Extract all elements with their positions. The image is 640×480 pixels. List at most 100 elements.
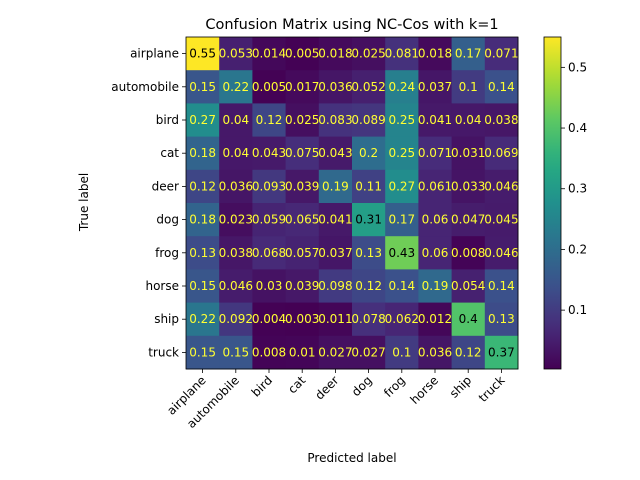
heatmap-cell	[285, 103, 320, 138]
heatmap-cell	[352, 37, 386, 71]
heatmap-cell	[385, 103, 419, 138]
heatmap-cell	[385, 37, 419, 71]
heatmap-cell	[484, 37, 519, 71]
cell-value-label: 0.25	[388, 113, 415, 127]
cell-value-label: 0.065	[285, 213, 319, 227]
heatmap-cell	[186, 335, 220, 370]
heatmap-cell	[352, 169, 386, 204]
heatmap-cell	[318, 302, 353, 337]
heatmap-cell	[252, 37, 287, 71]
cell-value-label: 0.12	[355, 279, 382, 293]
heatmap-cell	[418, 269, 453, 304]
heatmap-cell	[186, 136, 220, 171]
cell-value-label: 0.037	[318, 246, 352, 260]
heatmap-cell	[484, 70, 519, 104]
cell-value-label: 0.061	[418, 179, 452, 193]
cell-value-label: 0.14	[488, 80, 515, 94]
heatmap-cell	[252, 302, 287, 337]
cell-value-label: 0.17	[455, 47, 482, 61]
heatmap-cell	[451, 269, 486, 304]
cell-value-label: 0.15	[189, 279, 216, 293]
cell-value-label: 0.14	[488, 279, 515, 293]
cell-value-label: 0.075	[285, 146, 319, 160]
cell-value-label: 0.04	[222, 113, 249, 127]
heatmap-cell	[318, 236, 353, 270]
x-tick-label: bird	[249, 373, 275, 399]
colorbar-tick-label: 0.1	[568, 303, 587, 317]
cell-value-label: 0.13	[189, 246, 216, 260]
cell-value-label: 0.043	[252, 146, 286, 160]
x-axis-label: Predicted label	[307, 451, 396, 465]
y-tick-label: horse	[145, 279, 179, 293]
heatmap-cell	[484, 203, 519, 237]
cell-value-label: 0.031	[451, 146, 485, 160]
colorbar-gradient	[543, 36, 562, 370]
heatmap-cell	[451, 37, 486, 71]
cell-value-label: 0.24	[388, 80, 415, 94]
cell-value-label: 0.047	[451, 213, 485, 227]
cell-value-label: 0.071	[484, 47, 518, 61]
heatmap-cell	[352, 236, 386, 270]
heatmap-cell	[186, 169, 220, 204]
heatmap-cell	[186, 37, 220, 71]
cell-value-label: 0.052	[351, 80, 385, 94]
cell-value-label: 0.083	[318, 113, 352, 127]
heatmap-cell	[252, 169, 287, 204]
cell-value-label: 0.068	[252, 246, 286, 260]
heatmap-cell	[451, 169, 486, 204]
x-tick-label: ship	[447, 373, 474, 400]
cell-value-label: 0.12	[256, 113, 283, 127]
heatmap-cell	[484, 236, 519, 270]
cell-value-label: 0.1	[392, 345, 411, 359]
cell-value-label: 0.005	[252, 80, 286, 94]
cell-value-label: 0.057	[285, 246, 319, 260]
cell-value-label: 0.036	[418, 345, 452, 359]
cell-value-label: 0.078	[351, 312, 385, 326]
cell-value-label: 0.37	[488, 345, 515, 359]
heatmap-cell	[186, 70, 220, 104]
heatmap-cell	[219, 203, 253, 237]
cell-value-label: 0.03	[256, 279, 283, 293]
cell-value-label: 0.038	[219, 246, 253, 260]
cell-value-label: 0.014	[252, 47, 286, 61]
cell-value-label: 0.008	[451, 246, 485, 260]
cell-value-label: 0.025	[351, 47, 385, 61]
heatmap-cell	[219, 103, 253, 138]
cell-value-label: 0.13	[355, 246, 382, 260]
cell-value-label: 0.004	[252, 312, 286, 326]
heatmap-cell	[252, 136, 287, 171]
heatmap-cell	[385, 335, 419, 370]
cell-value-label: 0.13	[488, 312, 515, 326]
heatmap-cell	[285, 70, 320, 104]
cell-value-label: 0.18	[189, 213, 216, 227]
heatmap-cell	[418, 302, 453, 337]
cell-value-label: 0.06	[422, 213, 449, 227]
cell-value-label: 0.059	[252, 213, 286, 227]
cell-value-label: 0.04	[455, 113, 482, 127]
cell-value-label: 0.039	[285, 179, 319, 193]
heatmap-cell	[252, 269, 287, 304]
cell-value-label: 0.039	[285, 279, 319, 293]
cell-value-label: 0.054	[451, 279, 485, 293]
cell-value-label: 0.19	[422, 279, 449, 293]
cell-value-label: 0.003	[285, 312, 319, 326]
heatmap-cell	[186, 103, 220, 138]
heatmap-cell	[252, 335, 287, 370]
heatmap-cell	[451, 203, 486, 237]
heatmap-cell	[451, 302, 486, 337]
cell-value-label: 0.012	[418, 312, 452, 326]
colorbar: 0.1 0.2 0.3 0.4 0.5	[543, 36, 587, 370]
x-tick-label: frog	[381, 373, 408, 400]
cell-value-label: 0.062	[385, 312, 419, 326]
heatmap-cell	[451, 136, 486, 171]
heatmap-cell	[285, 236, 320, 270]
heatmap-cell	[186, 203, 220, 237]
cell-value-label: 0.053	[219, 47, 253, 61]
heatmap-cell	[318, 103, 353, 138]
heatmap-cell	[252, 103, 287, 138]
cell-value-label: 0.046	[484, 246, 518, 260]
heatmap-cell	[219, 269, 253, 304]
